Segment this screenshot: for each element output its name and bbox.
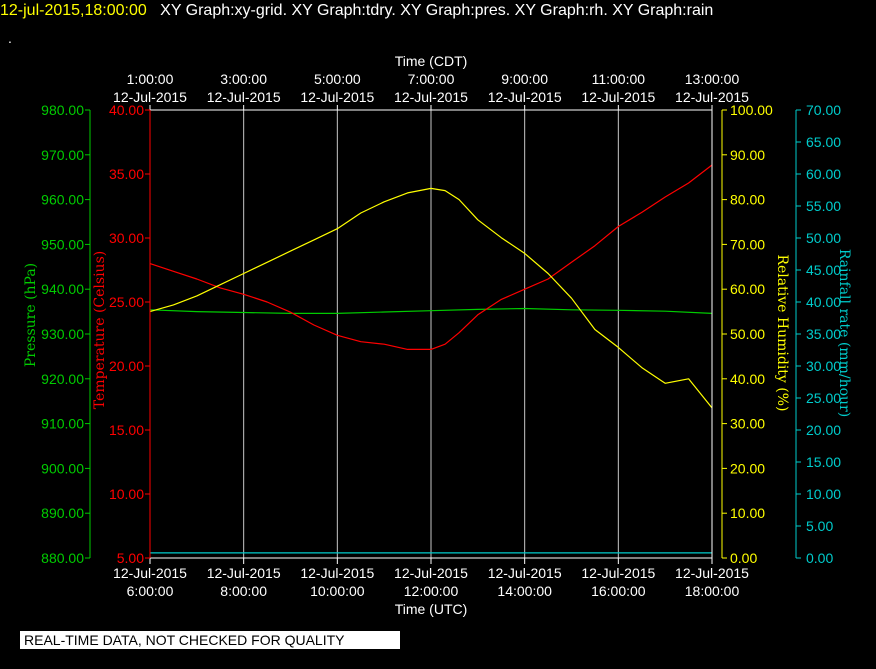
rain-tick-label: 10.00: [806, 486, 841, 502]
humidity-tick-label: 100.00: [730, 102, 773, 118]
bottom-tick-label: 12-Jul-2015: [113, 565, 187, 581]
rain-tick-label: 5.00: [806, 518, 833, 534]
pressure-tick-label: 940.00: [41, 281, 84, 297]
rain-tick-label: 20.00: [806, 422, 841, 438]
rain-tick-label: 40.00: [806, 294, 841, 310]
rain-tick-label: 45.00: [806, 262, 841, 278]
pressure-tick-label: 910.00: [41, 416, 84, 432]
temperature-series-line: [149, 164, 713, 350]
top-tick-label: 3:00:00: [220, 71, 267, 87]
humidity-tick-label: 80.00: [730, 192, 765, 208]
pressure-tick-label: 890.00: [41, 505, 84, 521]
humidity-tick-label: 20.00: [730, 460, 765, 476]
top-tick-label: 5:00:00: [314, 71, 361, 87]
temperature-tick-label: 35.00: [109, 166, 144, 182]
pressure-series-line: [149, 307, 713, 314]
series-layer: [149, 164, 713, 554]
rain-tick-label: 30.00: [806, 358, 841, 374]
temperature-tick-label: 40.00: [109, 102, 144, 118]
pressure-tick-label: 880.00: [41, 550, 84, 566]
top-tick-label: 12-Jul-2015: [300, 89, 374, 105]
temperature-tick-label: 15.00: [109, 422, 144, 438]
temperature-tick-label: 30.00: [109, 230, 144, 246]
pressure-tick-label: 980.00: [41, 102, 84, 118]
humidity-tick-label: 10.00: [730, 505, 765, 521]
temperature-tick-label: 25.00: [109, 294, 144, 310]
rain-tick-label: 60.00: [806, 166, 841, 182]
rain-tick-label: 50.00: [806, 230, 841, 246]
top-tick-label: 12-Jul-2015: [113, 89, 187, 105]
top-axis-title: Time (CDT): [395, 53, 468, 69]
grid-layer: [243, 110, 619, 558]
humidity-tick-label: 90.00: [730, 147, 765, 163]
humidity-tick-label: 60.00: [730, 281, 765, 297]
top-tick-label: 7:00:00: [408, 71, 455, 87]
bottom-axis-title: Time (UTC): [395, 601, 468, 617]
top-tick-label: 12-Jul-2015: [581, 89, 655, 105]
bottom-tick-label: 18:00:00: [685, 583, 740, 599]
humidity-series-line: [149, 187, 713, 409]
quality-disclaimer: REAL-TIME DATA, NOT CHECKED FOR QUALITY: [20, 631, 400, 649]
top-tick-label: 12-Jul-2015: [207, 89, 281, 105]
rain-tick-label: 70.00: [806, 102, 841, 118]
temperature-tick-label: 5.00: [117, 550, 144, 566]
header-graph-list: XY Graph:xy-grid. XY Graph:tdry. XY Grap…: [160, 2, 714, 19]
bottom-tick-label: 14:00:00: [497, 583, 552, 599]
bottom-tick-label: 10:00:00: [310, 583, 365, 599]
pressure-tick-label: 900.00: [41, 460, 84, 476]
bottom-tick-label: 12-Jul-2015: [207, 565, 281, 581]
bottom-tick-label: 16:00:00: [591, 583, 646, 599]
rain-axis-title: Rainfall rate (mm/hour): [836, 249, 852, 417]
humidity-tick-label: 50.00: [730, 326, 765, 342]
bottom-tick-label: 12-Jul-2015: [300, 565, 374, 581]
humidity-tick-label: 0.00: [730, 550, 757, 566]
pressure-tick-label: 960.00: [41, 192, 84, 208]
humidity-tick-label: 70.00: [730, 236, 765, 252]
pressure-axis-title: Pressure (hPa): [23, 263, 39, 367]
top-tick-label: 9:00:00: [501, 71, 548, 87]
pressure-tick-label: 950.00: [41, 236, 84, 252]
top-tick-label: 12-Jul-2015: [394, 89, 468, 105]
humidity-tick-label: 30.00: [730, 416, 765, 432]
pressure-tick-label: 970.00: [41, 147, 84, 163]
rain-tick-label: 55.00: [806, 198, 841, 214]
temperature-tick-label: 20.00: [109, 358, 144, 374]
rain-tick-label: 65.00: [806, 134, 841, 150]
rain-tick-label: 15.00: [806, 454, 841, 470]
bottom-tick-label: 12-Jul-2015: [675, 565, 749, 581]
temperature-axis-title: Temperature (Celsius): [92, 251, 108, 409]
bottom-tick-label: 6:00:00: [127, 583, 174, 599]
humidity-tick-label: 40.00: [730, 371, 765, 387]
rain-tick-label: 25.00: [806, 390, 841, 406]
top-tick-label: 13:00:00: [685, 71, 740, 87]
top-tick-label: 12-Jul-2015: [488, 89, 562, 105]
bottom-tick-label: 12-Jul-2015: [394, 565, 468, 581]
bottom-tick-label: 8:00:00: [220, 583, 267, 599]
bottom-tick-label: 12-Jul-2015: [488, 565, 562, 581]
bottom-tick-label: 12-Jul-2015: [581, 565, 655, 581]
pressure-tick-label: 920.00: [41, 371, 84, 387]
humidity-axis-title: Relative Humidity (%): [774, 254, 790, 411]
temperature-tick-label: 10.00: [109, 486, 144, 502]
rain-tick-label: 35.00: [806, 326, 841, 342]
rain-tick-label: 0.00: [806, 550, 833, 566]
top-tick-label: 11:00:00: [592, 71, 646, 87]
top-tick-label: 12-Jul-2015: [675, 89, 749, 105]
bottom-tick-label: 12:00:00: [404, 583, 459, 599]
top-tick-label: 1:00:00: [127, 71, 174, 87]
header-bar: 12-jul-2015,18:00:00 XY Graph:xy-grid. X…: [0, 2, 876, 24]
header-second-line: .: [8, 30, 12, 46]
axes-layer: 12-Jul-2015 6:00:00 12-Jul-2015 8:00:00 12-J…: [41, 71, 841, 599]
header-timestamp: 12-jul-2015,18:00:00: [0, 2, 147, 19]
pressure-tick-label: 930.00: [41, 326, 84, 342]
